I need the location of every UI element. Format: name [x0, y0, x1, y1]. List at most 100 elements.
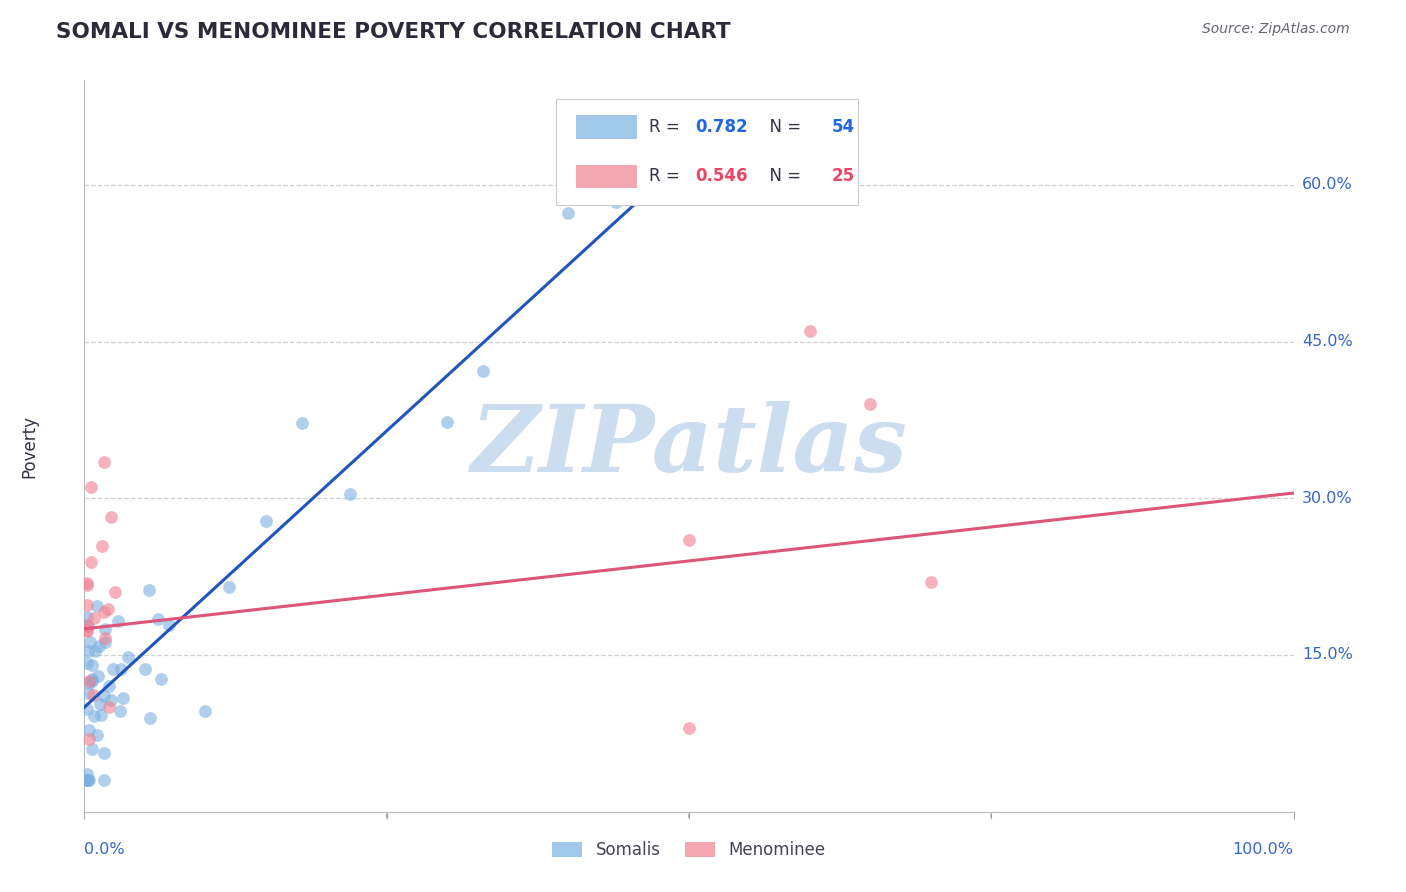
Point	[82, 688, 104, 702]
Point	[76, 644, 98, 658]
Point	[77, 773, 100, 788]
Point	[157, 617, 180, 632]
Legend: Somalis, Menominee: Somalis, Menominee	[546, 834, 832, 865]
Point	[76, 656, 98, 670]
Point	[94, 622, 117, 636]
Point	[86, 669, 108, 683]
Point	[557, 205, 579, 219]
Point	[77, 618, 100, 632]
Text: N =: N =	[759, 118, 807, 136]
Point	[76, 624, 98, 638]
Point	[93, 689, 115, 703]
Text: 45.0%: 45.0%	[1302, 334, 1353, 349]
Point	[110, 705, 132, 719]
Point	[76, 578, 98, 592]
Text: 30.0%: 30.0%	[1302, 491, 1353, 506]
Text: 100.0%: 100.0%	[1233, 842, 1294, 857]
Point	[107, 614, 129, 628]
Text: 15.0%: 15.0%	[1302, 648, 1353, 663]
Point	[80, 556, 103, 570]
Point	[76, 609, 98, 624]
Point	[94, 631, 117, 645]
Text: 54: 54	[831, 118, 855, 136]
Text: R =: R =	[650, 118, 685, 136]
Text: 0.782: 0.782	[695, 118, 748, 136]
Point	[76, 623, 98, 637]
Text: 0.0%: 0.0%	[84, 842, 125, 857]
Point	[76, 576, 98, 591]
Point	[93, 455, 115, 469]
Point	[117, 650, 139, 665]
Point	[82, 672, 104, 686]
Point	[86, 599, 108, 613]
Point	[90, 707, 112, 722]
Point	[799, 324, 821, 338]
Point	[83, 709, 105, 723]
Point	[97, 602, 120, 616]
FancyBboxPatch shape	[555, 99, 858, 204]
Point	[91, 539, 114, 553]
Point	[93, 746, 115, 760]
Text: 25: 25	[831, 168, 855, 186]
Point	[149, 672, 172, 686]
Text: R =: R =	[650, 168, 685, 186]
Point	[146, 612, 169, 626]
Point	[678, 533, 700, 547]
Point	[77, 731, 100, 746]
Point	[80, 658, 103, 673]
Point	[76, 618, 98, 632]
Text: 60.0%: 60.0%	[1302, 178, 1353, 193]
Point	[139, 710, 162, 724]
Point	[920, 574, 942, 589]
Point	[89, 640, 111, 654]
Point	[134, 662, 156, 676]
Point	[79, 673, 101, 688]
Point	[104, 584, 127, 599]
Point	[82, 674, 104, 689]
Point	[859, 397, 882, 411]
Point	[97, 699, 120, 714]
Point	[339, 487, 361, 501]
Point	[83, 643, 105, 657]
Point	[86, 728, 108, 742]
Text: Poverty: Poverty	[21, 415, 38, 477]
Point	[83, 611, 105, 625]
Point	[77, 685, 100, 699]
Point	[93, 605, 115, 619]
Text: ZIPatlas: ZIPatlas	[471, 401, 907, 491]
Point	[218, 580, 240, 594]
Point	[98, 679, 121, 693]
Point	[436, 415, 458, 429]
Point	[138, 583, 160, 598]
Point	[678, 721, 700, 735]
Text: SOMALI VS MENOMINEE POVERTY CORRELATION CHART: SOMALI VS MENOMINEE POVERTY CORRELATION …	[56, 22, 731, 42]
Point	[77, 676, 100, 690]
Point	[89, 697, 111, 711]
Point	[93, 635, 115, 649]
Point	[77, 723, 100, 738]
Text: Source: ZipAtlas.com: Source: ZipAtlas.com	[1202, 22, 1350, 37]
Point	[76, 773, 98, 788]
Point	[194, 704, 217, 718]
Point	[472, 364, 495, 378]
Point	[76, 702, 98, 716]
Text: N =: N =	[759, 168, 807, 186]
Bar	[576, 115, 637, 138]
Text: 0.546: 0.546	[695, 168, 748, 186]
Point	[254, 514, 277, 528]
Point	[605, 195, 627, 210]
Point	[101, 662, 124, 676]
Point	[100, 693, 122, 707]
Point	[110, 662, 132, 676]
Point	[77, 773, 100, 788]
Point	[79, 634, 101, 648]
Point	[100, 510, 122, 524]
Point	[93, 773, 115, 788]
Point	[80, 741, 103, 756]
Point	[291, 417, 314, 431]
Point	[76, 766, 98, 780]
Point	[76, 599, 98, 613]
Point	[76, 773, 98, 788]
Point	[80, 479, 103, 493]
Bar	[576, 165, 637, 188]
